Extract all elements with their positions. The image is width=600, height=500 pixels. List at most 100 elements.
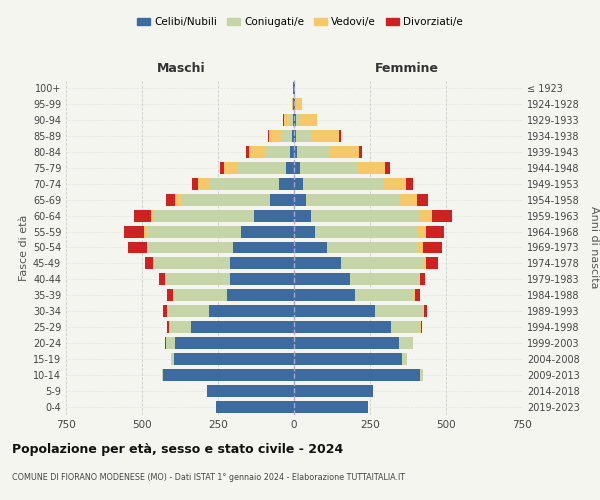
Bar <box>294 226 315 237</box>
Bar <box>154 210 254 222</box>
Bar <box>250 146 266 158</box>
Bar <box>151 210 154 222</box>
Bar <box>294 306 374 318</box>
Bar <box>145 258 153 270</box>
Bar <box>192 178 198 190</box>
Bar <box>297 146 331 158</box>
Bar <box>399 337 413 349</box>
Bar <box>420 322 421 333</box>
Bar <box>417 242 422 254</box>
Bar <box>294 98 295 110</box>
Bar <box>359 146 362 158</box>
Bar <box>292 130 294 142</box>
Bar <box>191 322 294 333</box>
Bar <box>167 290 173 302</box>
Bar <box>182 194 269 205</box>
Bar <box>402 353 407 365</box>
Bar <box>209 306 294 318</box>
Bar <box>174 290 227 302</box>
Bar <box>420 369 422 381</box>
Bar <box>383 178 406 190</box>
Bar <box>171 353 174 365</box>
Bar <box>217 401 294 413</box>
Bar <box>400 194 417 205</box>
Bar <box>339 130 341 142</box>
Bar <box>286 162 294 173</box>
Bar <box>134 210 151 222</box>
Bar <box>417 194 428 205</box>
Bar <box>238 162 286 173</box>
Bar <box>300 114 317 126</box>
Bar <box>422 242 442 254</box>
Bar <box>208 385 294 397</box>
Bar <box>294 130 296 142</box>
Bar <box>175 194 182 205</box>
Bar <box>423 258 426 270</box>
Bar <box>294 194 306 205</box>
Bar <box>174 353 294 365</box>
Bar <box>294 178 303 190</box>
Bar <box>417 226 426 237</box>
Bar <box>303 178 383 190</box>
Bar <box>163 306 167 318</box>
Bar <box>169 322 191 333</box>
Bar <box>146 226 241 237</box>
Bar <box>167 306 168 318</box>
Bar <box>328 242 417 254</box>
Bar <box>350 274 419 285</box>
Bar <box>293 98 294 110</box>
Bar <box>163 369 294 381</box>
Bar <box>294 146 297 158</box>
Bar <box>311 210 420 222</box>
Bar <box>341 258 423 270</box>
Bar <box>166 274 230 285</box>
Bar <box>300 162 358 173</box>
Bar <box>421 322 422 333</box>
Bar <box>294 401 368 413</box>
Bar <box>168 306 209 318</box>
Bar <box>269 194 294 205</box>
Bar <box>294 290 355 302</box>
Bar <box>294 337 399 349</box>
Bar <box>331 146 359 158</box>
Bar <box>294 353 402 365</box>
Bar <box>424 306 427 318</box>
Bar <box>230 274 294 285</box>
Bar <box>269 130 281 142</box>
Bar <box>294 82 295 94</box>
Bar <box>167 322 169 333</box>
Bar <box>420 210 433 222</box>
Bar <box>124 226 144 237</box>
Bar <box>293 114 294 126</box>
Bar <box>289 114 293 126</box>
Bar <box>294 258 341 270</box>
Bar <box>281 130 292 142</box>
Bar <box>233 242 294 254</box>
Bar <box>391 322 420 333</box>
Text: COMUNE DI FIORANO MODENESE (MO) - Dati ISTAT 1° gennaio 2024 - Elaborazione TUTT: COMUNE DI FIORANO MODENESE (MO) - Dati I… <box>12 472 405 482</box>
Bar <box>254 210 294 222</box>
Bar <box>433 210 452 222</box>
Bar <box>406 178 413 190</box>
Bar <box>294 242 328 254</box>
Bar <box>295 98 296 110</box>
Bar <box>293 82 294 94</box>
Bar <box>420 274 425 285</box>
Bar <box>296 114 300 126</box>
Bar <box>414 290 415 302</box>
Y-axis label: Anni di nascita: Anni di nascita <box>589 206 599 288</box>
Bar <box>355 290 414 302</box>
Bar <box>166 194 175 205</box>
Bar <box>426 226 445 237</box>
Bar <box>148 242 233 254</box>
Bar <box>419 274 420 285</box>
Y-axis label: Fasce di età: Fasce di età <box>19 214 29 280</box>
Bar <box>415 290 419 302</box>
Bar <box>294 114 296 126</box>
Bar <box>374 306 423 318</box>
Bar <box>162 369 163 381</box>
Bar <box>266 146 290 158</box>
Bar <box>292 98 293 110</box>
Bar <box>268 130 269 142</box>
Bar <box>426 258 439 270</box>
